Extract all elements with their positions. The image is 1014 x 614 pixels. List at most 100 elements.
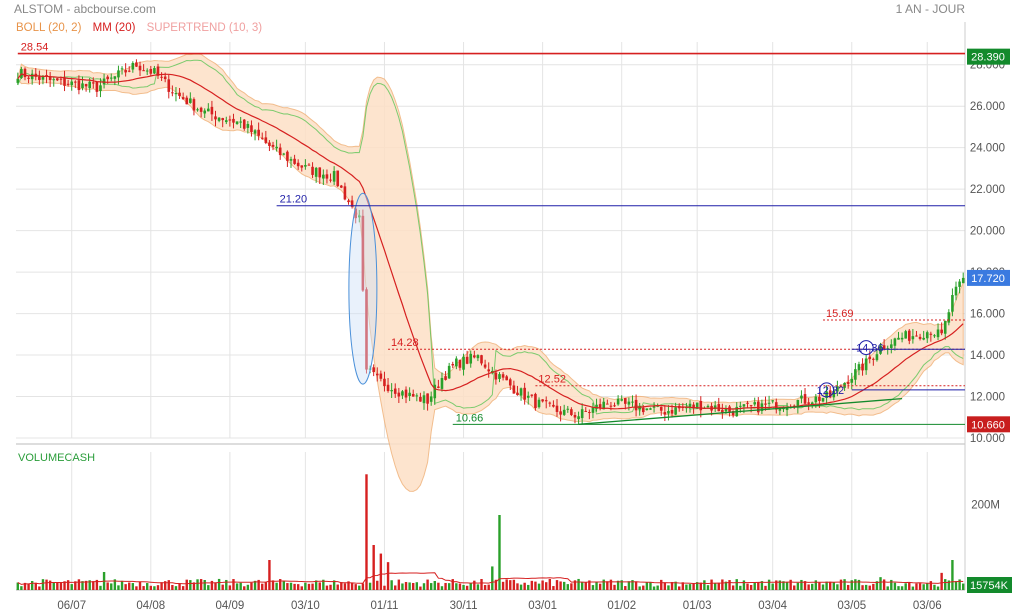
- volume-bar: [688, 584, 692, 590]
- candle: [940, 329, 943, 334]
- volume-bar: [749, 584, 753, 590]
- volume-bar: [149, 585, 153, 590]
- candle: [415, 395, 419, 397]
- candle: [667, 411, 670, 414]
- candle: [465, 356, 469, 364]
- volume-bar: [721, 579, 724, 590]
- volume-bar: [38, 586, 41, 590]
- candle: [127, 70, 131, 72]
- volume-bar: [771, 583, 774, 590]
- candle: [343, 186, 347, 200]
- volume-bar: [681, 582, 685, 590]
- candle: [318, 167, 322, 178]
- candle: [825, 391, 828, 398]
- volume-bar: [692, 583, 695, 590]
- volume-bar: [271, 580, 275, 590]
- volume-bar: [437, 582, 440, 590]
- candle: [350, 200, 354, 207]
- legend-boll: BOLL (20, 2): [16, 22, 82, 34]
- candle: [361, 215, 365, 291]
- level-label: 14.28: [391, 337, 419, 349]
- candle: [821, 398, 825, 402]
- candle: [943, 320, 947, 334]
- volume-bar: [207, 585, 210, 590]
- volume-bar: [235, 583, 239, 590]
- candle: [221, 118, 224, 121]
- candle: [512, 385, 516, 394]
- volume-bar: [483, 585, 487, 590]
- volume-bar: [246, 584, 250, 590]
- candle: [516, 392, 519, 396]
- volume-bar: [796, 582, 800, 590]
- volume-bar: [250, 582, 253, 590]
- candle: [70, 81, 74, 86]
- candle: [304, 165, 307, 167]
- volume-bar: [325, 585, 329, 590]
- volume-bar: [469, 583, 472, 590]
- candle: [818, 396, 821, 402]
- volume-bar: [358, 585, 361, 590]
- candle: [864, 358, 868, 371]
- candle: [505, 376, 508, 381]
- candle: [282, 153, 286, 155]
- volume-bar: [160, 582, 163, 590]
- level-label: 10.66: [456, 412, 484, 424]
- volume-bar: [627, 581, 631, 590]
- candle: [854, 369, 857, 380]
- x-tick-label: 04/08: [136, 600, 165, 612]
- candle: [113, 76, 117, 79]
- volume-bar: [120, 580, 124, 590]
- volume-bar: [767, 579, 771, 590]
- volume-bar: [30, 581, 34, 590]
- volume-bar: [376, 580, 379, 590]
- volume-bar: [286, 583, 289, 590]
- candle: [933, 335, 936, 337]
- volume-bar: [203, 579, 206, 590]
- volume-bar: [63, 581, 66, 590]
- volume-bar: [713, 583, 717, 590]
- candle: [95, 81, 99, 92]
- candle: [167, 79, 171, 92]
- candle: [473, 355, 476, 358]
- candle: [721, 409, 724, 413]
- candle: [332, 171, 336, 182]
- candle: [160, 76, 163, 78]
- candle: [523, 387, 526, 400]
- volume-bar: [16, 582, 19, 590]
- candle: [663, 412, 667, 415]
- candle: [573, 414, 577, 418]
- x-tick-label: 03/04: [758, 600, 787, 612]
- volume-bar: [70, 584, 73, 590]
- candle: [300, 165, 304, 168]
- x-tick-label: 03/01: [528, 600, 557, 612]
- volume-bar: [307, 583, 311, 590]
- candle: [275, 146, 278, 149]
- candle: [278, 147, 282, 156]
- candle: [307, 164, 311, 166]
- volume-bar: [519, 584, 523, 590]
- volume-bar: [171, 584, 174, 590]
- volume-bar: [146, 583, 149, 590]
- volume-bar: [642, 585, 645, 590]
- volume-bar: [516, 583, 519, 590]
- legend-mm: MM (20): [92, 22, 136, 34]
- volume-bar: [340, 582, 343, 590]
- volume-bar: [624, 586, 627, 590]
- candle: [713, 405, 717, 410]
- volume-bar: [368, 582, 372, 590]
- x-tick-label: 04/09: [215, 600, 244, 612]
- candle: [63, 77, 66, 86]
- volume-bar: [872, 583, 875, 590]
- volume-bar: [570, 583, 573, 590]
- volume-bar: [397, 579, 401, 590]
- volume-bar: [322, 579, 325, 590]
- volume-bar: [447, 583, 451, 590]
- candle: [836, 386, 839, 392]
- volume-bar: [947, 580, 951, 590]
- volume-bar: [616, 580, 620, 590]
- volume-bar: [695, 582, 699, 590]
- volume-bar: [23, 582, 27, 590]
- candle: [156, 66, 160, 76]
- candle: [566, 408, 570, 410]
- volume-bar: [99, 585, 102, 590]
